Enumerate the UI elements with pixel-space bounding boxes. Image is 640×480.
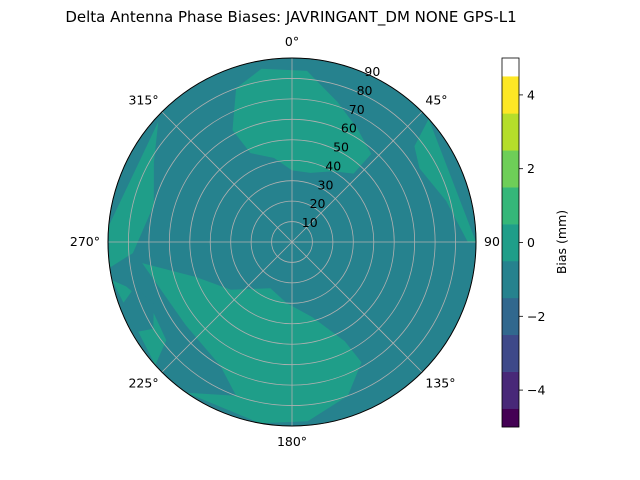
radial-tick-label: 10 — [302, 215, 318, 230]
theta-tick-labels: 0° 45° 90 135° 180° 225° 270° 315° — [70, 34, 500, 449]
theta-tick-label: 135° — [425, 375, 455, 390]
colorbar-segment — [502, 113, 519, 151]
chart-title: Delta Antenna Phase Biases: JAVRINGANT_D… — [65, 8, 516, 27]
radial-tick-label: 40 — [325, 158, 341, 173]
colorbar-tick-label: 0 — [527, 235, 535, 250]
theta-tick-label: 0° — [285, 34, 299, 49]
colorbar-segment — [502, 371, 519, 409]
polar-grid — [107, 57, 477, 427]
radial-tick-label: 70 — [349, 102, 365, 117]
contour-region-positive-lobe-north — [232, 68, 372, 174]
theta-tick-label: 270° — [70, 234, 100, 249]
colorbar-segment — [502, 260, 519, 299]
colorbar-segment — [502, 297, 519, 336]
colorbar-segment — [502, 334, 519, 372]
radial-tick-label: 60 — [341, 121, 357, 136]
contour-region-positive-lobe-west — [108, 121, 159, 268]
radial-tick-label: 90 — [364, 64, 380, 79]
colorbar-tick-label: −4 — [527, 383, 545, 398]
grid-spoke-135 — [291, 241, 423, 373]
grid-spoke-45 — [291, 111, 423, 243]
theta-tick-label: 315° — [128, 93, 158, 108]
theta-tick-label: 180° — [277, 434, 307, 449]
radial-tick-labels: 10 20 30 40 50 60 70 80 90 — [302, 64, 381, 230]
colorbar-tick-label: 4 — [527, 87, 535, 102]
contour-region-positive-lobe-east — [414, 118, 476, 242]
theta-tick-label: 45° — [425, 93, 447, 108]
radial-tick-label: 20 — [310, 196, 326, 211]
colorbar-segment — [502, 187, 519, 225]
polar-frame — [107, 57, 477, 427]
colorbar-label: Bias (mm) — [554, 210, 569, 274]
theta-tick-label: 90 — [484, 234, 500, 249]
radial-tick-label: 50 — [333, 140, 349, 155]
grid-spoke-315 — [161, 111, 293, 243]
theta-tick-label: 225° — [128, 375, 158, 390]
radial-tick-label: 80 — [357, 83, 373, 98]
radial-tick-label: 30 — [318, 177, 334, 192]
colorbar-tick-label: −2 — [527, 309, 545, 324]
colorbar-segment — [502, 150, 519, 188]
contour-regions — [108, 68, 476, 424]
colorbar-segment — [502, 408, 519, 428]
colorbar-tick-label: 2 — [527, 161, 535, 176]
colorbar-segment — [502, 76, 519, 114]
contour-region-positive-lobe-south — [142, 263, 362, 424]
polar-plot-area: 0° 45° 90 135° 180° 225° 270° 315° 10 20 30 40 50 60 7… — [70, 34, 500, 449]
colorbar: −4 −2 0 2 4 Bias (mm) — [501, 57, 569, 428]
grid-spoke-225 — [161, 241, 293, 373]
contour-region-negative-patch-southwest — [122, 287, 154, 332]
colorbar-segment — [502, 224, 519, 262]
